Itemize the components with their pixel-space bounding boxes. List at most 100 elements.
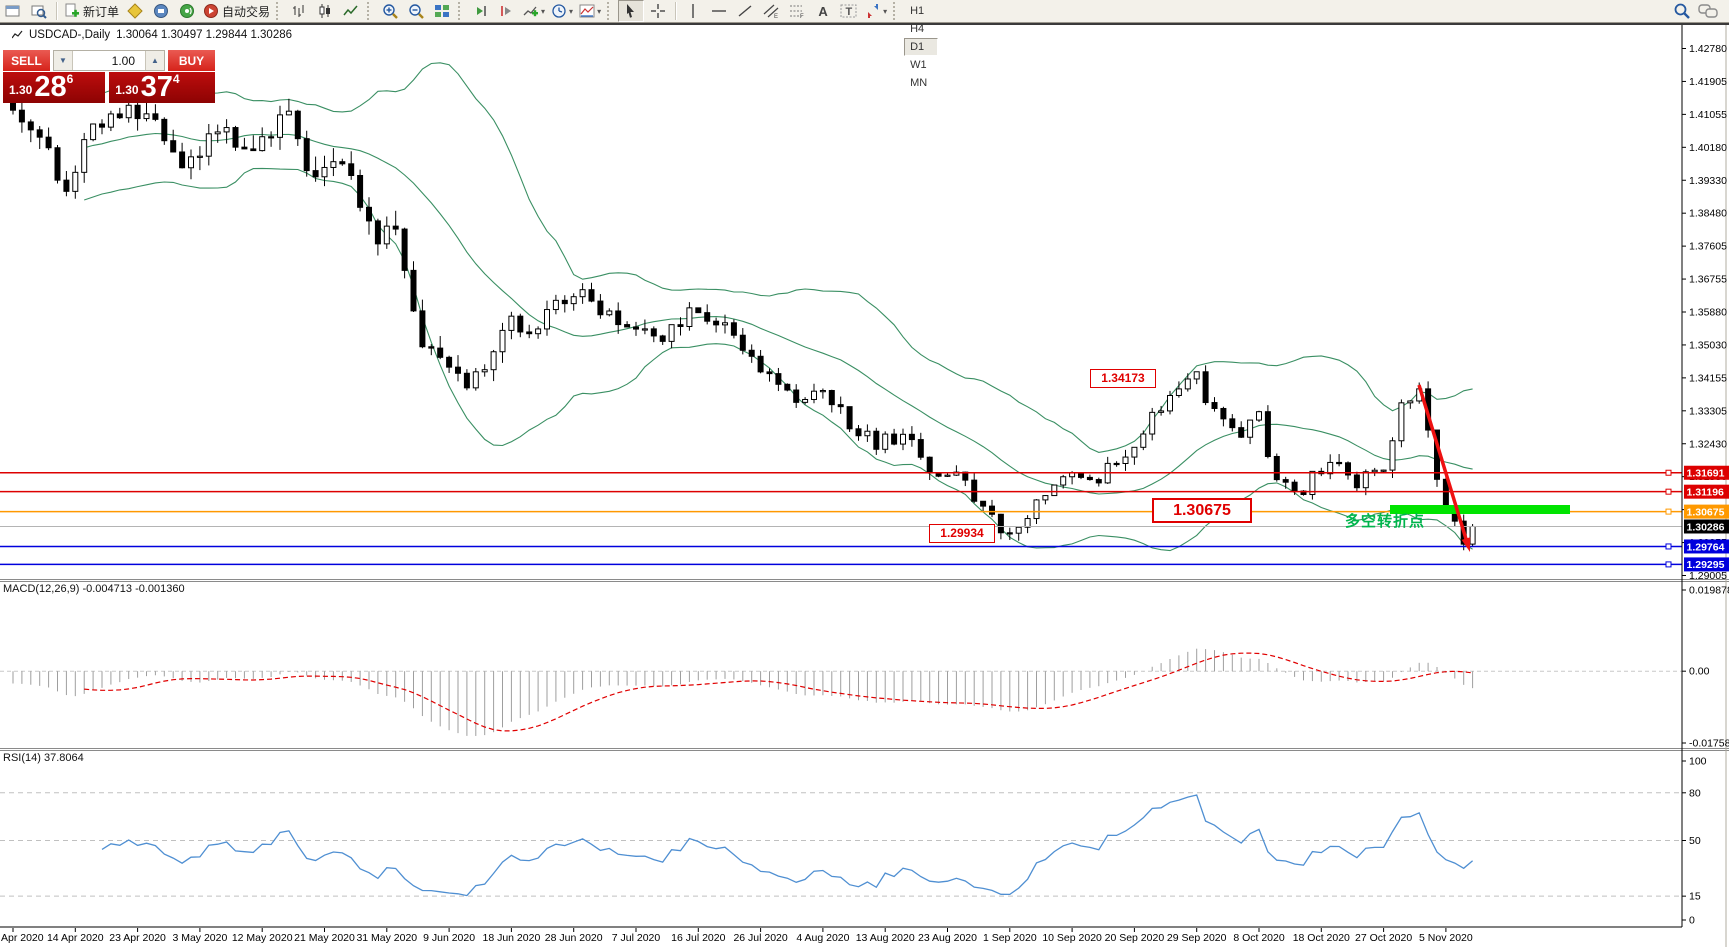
price-axis-label: 1.35880 xyxy=(1689,307,1727,319)
crosshair-icon xyxy=(651,4,666,18)
data-window-button[interactable] xyxy=(27,1,51,21)
date-axis-label: 13 Aug 2020 xyxy=(856,932,915,944)
level-line-handle[interactable] xyxy=(1665,488,1672,495)
bar-chart-icon xyxy=(293,5,304,17)
terminal-button[interactable] xyxy=(149,1,173,21)
rsi-axis-label: 0 xyxy=(1689,915,1695,927)
candle-body xyxy=(18,109,25,123)
candle-body xyxy=(1345,462,1351,476)
timeframe-D1[interactable]: D1 xyxy=(904,38,938,56)
signals-button[interactable] xyxy=(175,1,199,21)
volume-field[interactable]: 1.00 xyxy=(72,51,146,70)
periods-button[interactable]: ▾ xyxy=(549,1,575,21)
crosshair-button[interactable] xyxy=(646,1,670,21)
candlestick-chart-button[interactable] xyxy=(313,1,337,21)
candle-body xyxy=(864,430,871,437)
price-axis-label: 1.41905 xyxy=(1689,76,1727,88)
candle-body xyxy=(455,366,461,374)
candle-body xyxy=(641,328,648,331)
candle-body xyxy=(330,161,337,168)
candle-body xyxy=(650,328,657,337)
candle-body xyxy=(713,320,720,326)
candle-body xyxy=(72,171,79,192)
candle-body xyxy=(223,127,230,133)
buy-button[interactable]: BUY xyxy=(168,50,215,71)
price-level-label-box xyxy=(1684,465,1729,480)
price-callout-1.34173[interactable]: 1.34173 xyxy=(1090,369,1156,388)
auto-scroll-button[interactable] xyxy=(469,1,493,21)
turning-point-annotation[interactable]: 多空转折点 xyxy=(1345,513,1426,530)
level-line-handle[interactable] xyxy=(1665,469,1672,476)
level-line-handle[interactable] xyxy=(1665,561,1672,568)
date-axis-label: 5 Nov 2020 xyxy=(1419,932,1473,944)
candle-body xyxy=(1184,378,1191,390)
timeframe-H4[interactable]: H4 xyxy=(910,23,925,35)
volume-down-button[interactable]: ▼ xyxy=(54,51,72,70)
cursor-button[interactable] xyxy=(618,0,645,22)
chat-button[interactable] xyxy=(1696,1,1720,21)
sell-price-box[interactable]: 1.30 28 6 xyxy=(3,72,106,103)
vertical-line-button[interactable] xyxy=(681,1,705,21)
timeframe-MN[interactable]: MN xyxy=(910,77,928,89)
window-button[interactable] xyxy=(1,1,25,21)
turning-point-highlight-bar[interactable] xyxy=(1390,505,1570,514)
buy-price-box[interactable]: 1.30 37 4 xyxy=(109,72,215,103)
trend-arrow-line[interactable] xyxy=(1417,384,1470,545)
dropdown-caret-icon: ▾ xyxy=(541,6,546,16)
metaeditor-button[interactable] xyxy=(123,1,147,21)
candle-body xyxy=(730,322,737,336)
price-callout-1.30675[interactable]: 1.30675 xyxy=(1152,498,1252,523)
arrows-button[interactable]: ▾ xyxy=(863,1,889,21)
timeframe-W1[interactable]: W1 xyxy=(910,59,927,71)
candle-body xyxy=(1042,495,1049,501)
new-order-label: 新订单 xyxy=(83,4,120,19)
candle-body xyxy=(188,156,194,169)
trend-arrow-head[interactable] xyxy=(1461,537,1471,552)
templates-button[interactable]: ▾ xyxy=(577,1,603,21)
price-callout-1.29934[interactable]: 1.29934 xyxy=(929,524,995,543)
timeframe-H1[interactable]: H1 xyxy=(910,5,925,17)
equidistant-channel-button[interactable]: E xyxy=(759,1,783,21)
price-level-label-box xyxy=(1684,539,1729,554)
search-button[interactable] xyxy=(1670,1,1694,21)
candle-body xyxy=(908,433,915,441)
toolbar-right-group xyxy=(1669,1,1721,21)
candle-body xyxy=(63,179,70,192)
level-line-handle[interactable] xyxy=(1665,543,1672,550)
candle-body xyxy=(10,102,16,111)
candle-body xyxy=(659,335,666,342)
indicators-button[interactable]: ▾ xyxy=(521,1,547,21)
fibonacci-button[interactable]: F xyxy=(785,1,809,21)
candle-body xyxy=(748,349,755,357)
horizontal-line-button[interactable] xyxy=(707,1,731,21)
candle-body xyxy=(383,225,390,245)
sell-button[interactable]: SELL xyxy=(3,50,50,71)
dropdown-caret-icon: ▾ xyxy=(569,6,574,16)
volume-up-button[interactable]: ▲ xyxy=(146,51,164,70)
candle-body xyxy=(739,334,746,351)
bar-chart-button[interactable] xyxy=(287,1,311,21)
text-label-button[interactable]: T xyxy=(837,1,861,21)
candle-body xyxy=(819,390,826,393)
tile-windows-icon xyxy=(435,5,450,17)
line-chart-button[interactable] xyxy=(339,1,363,21)
chart-symbol-period: USDCAD-,Daily xyxy=(29,29,111,41)
zoom-in-button[interactable] xyxy=(378,1,402,21)
trendline-button[interactable] xyxy=(733,1,757,21)
candle-body xyxy=(891,433,898,445)
candle-body xyxy=(517,315,524,333)
chart-shift-button[interactable] xyxy=(495,1,519,21)
autotrading-button[interactable]: 自动交易 xyxy=(201,1,272,21)
candle-body xyxy=(107,113,114,128)
macd-axis-label: -0.017582 xyxy=(1689,738,1729,750)
price-level-label: 1.29764 xyxy=(1687,541,1725,553)
tile-windows-button[interactable] xyxy=(430,1,454,21)
level-line-handle[interactable] xyxy=(1665,508,1672,515)
zoom-out-button[interactable] xyxy=(404,1,428,21)
new-order-button[interactable]: 新订单 xyxy=(62,1,121,21)
dropdown-caret-icon: ▾ xyxy=(597,6,602,16)
text-button[interactable]: A xyxy=(811,1,835,21)
date-axis-label: 27 Oct 2020 xyxy=(1355,932,1412,944)
toolbar-separator xyxy=(675,2,677,20)
